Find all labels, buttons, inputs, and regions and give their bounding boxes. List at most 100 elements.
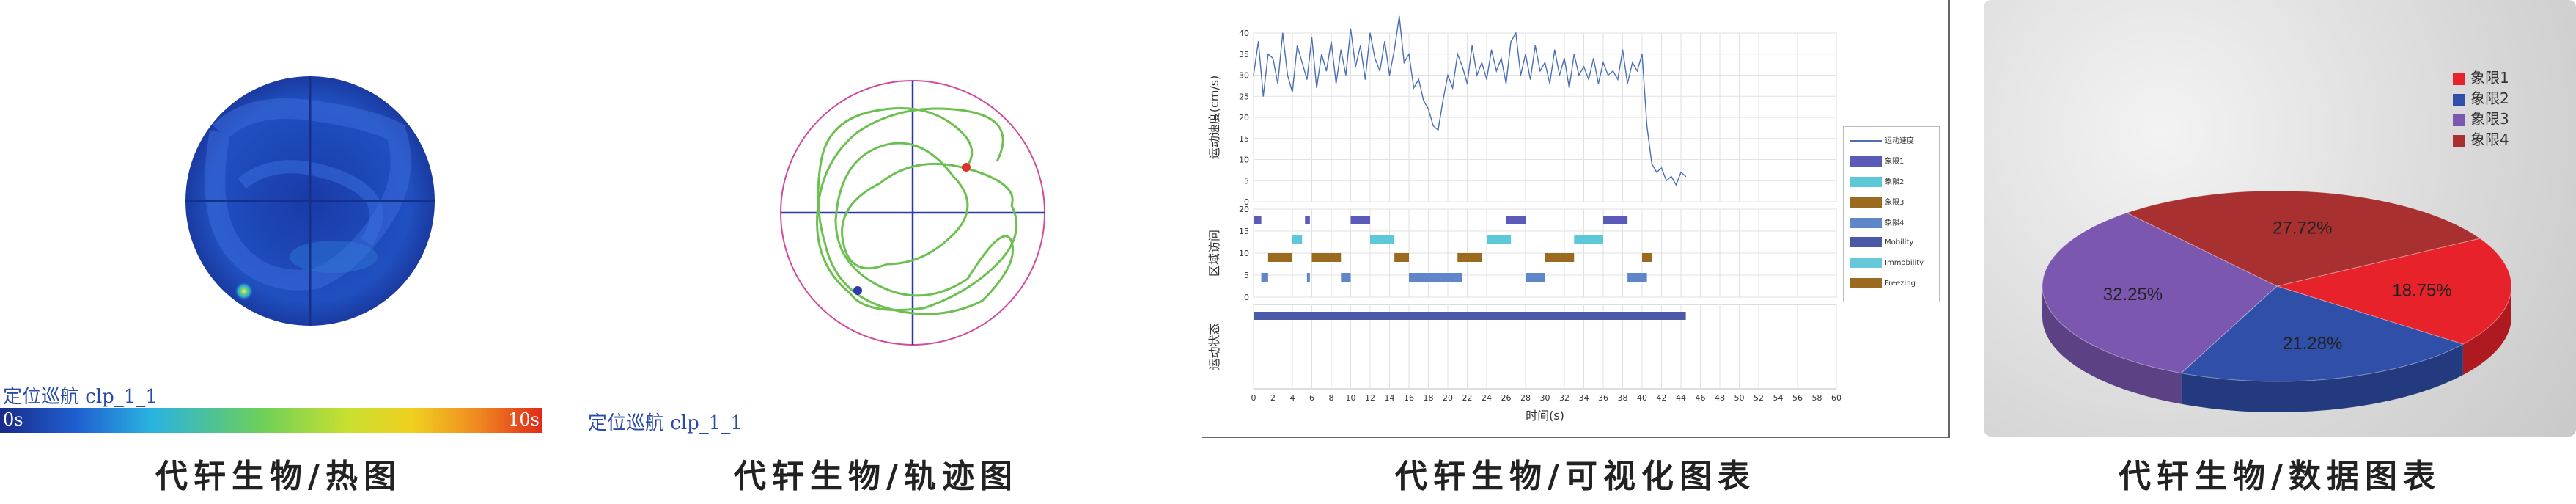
speed-tick-label: 25 [1239,92,1249,101]
zone-bar [1506,216,1526,224]
x-tick-label: 2 [1270,393,1276,403]
speed-point [1388,74,1391,76]
pie-side-象限2 [2181,344,2463,412]
legend-item: 运动速度 [1850,134,1914,145]
zone-tick-label: 20 [1239,205,1249,214]
x-tick-label: 20 [1443,393,1453,403]
x-tick-label: 36 [1598,393,1608,403]
heatmap-image [185,76,435,326]
x-tick-label: 54 [1773,393,1784,403]
x-tick-label: 58 [1812,393,1822,403]
pie-legend-item: 象限2 [2453,87,2509,107]
x-tick-label: 16 [1404,393,1414,403]
speed-point [1617,78,1619,80]
legend-item: Immobility [1850,258,1924,268]
zone-bar [1642,253,1652,262]
speed-point [1325,70,1327,72]
legend-swatch [1850,218,1882,228]
heatmap-caption: 代轩生物/热图 [155,458,402,495]
pie-legend-item: 象限4 [2453,128,2509,148]
x-tick-label: 46 [1696,393,1706,403]
speed-point [1466,83,1468,84]
speed-point [1423,100,1424,101]
speed-point [1282,32,1284,34]
x-tick-label: 12 [1365,393,1375,403]
pie-slice-象限1 [2275,238,2512,345]
x-tick-label: 44 [1676,393,1686,403]
legend-swatch [1850,140,1882,142]
time-axis-label: 时间(s) [1526,409,1564,423]
speed-point [1384,40,1385,43]
speed-point [1578,74,1580,76]
speed-point [1306,78,1308,80]
speed-tick-label: 35 [1239,50,1249,59]
legend-swatch [1850,258,1882,268]
speed-point [1632,62,1633,63]
speed-point [1471,45,1473,46]
legend-label: 象限2 [1885,178,1905,186]
zone-bar [1526,273,1545,282]
speed-tick-label: 0 [1244,197,1249,207]
speed-point [1486,78,1487,80]
x-tick-label: 24 [1482,393,1492,403]
pie-slice-象限2 [2180,285,2465,382]
x-tick-label: 0 [1251,393,1256,403]
visualization-chart-frame: 0 5 10 15 20 25 30 35 40 0 5 10 15 20 0 2 4 6 8 10 12 14 16 18 2… [1202,0,1950,438]
speed-point [1287,74,1288,76]
x-tick-label: 56 [1792,393,1803,403]
speed-point [1554,49,1556,51]
zone-bar [1311,253,1342,262]
speed-point [1627,83,1628,84]
scale-max-label: 10s [508,409,540,430]
x-tick-label: 38 [1618,393,1628,403]
heatmap-color-scale: 0s 10s [0,408,542,433]
speed-tick-label: 10 [1239,156,1249,165]
trajectory-image [780,80,1045,346]
trajectory-label: 定位巡航 clp_1_1 [588,412,743,434]
speed-point [1530,78,1531,80]
zone-bar [1292,235,1303,244]
speed-tick-label: 30 [1239,71,1249,81]
speed-point [1413,87,1415,89]
legend-item: 象限2 [1850,175,1904,187]
heatmap-panel: 定位巡航 clp_1_1 0s 10s 代轩生物/热图 [0,0,557,504]
speed-point [1369,32,1371,34]
speed-point [1583,66,1585,67]
x-tick-label: 50 [1734,393,1745,403]
speed-point [1559,74,1560,76]
x-tick-label: 10 [1346,393,1356,403]
speed-point [1432,125,1434,127]
speed-point [1622,49,1624,51]
speed-point [1491,49,1493,51]
speed-point [1301,62,1303,63]
speed-point [1597,83,1599,84]
pie-slice-象限3 [2042,212,2278,374]
zone-bar [1603,216,1628,224]
zone-bar [1409,273,1462,282]
zone-bar [1487,235,1512,244]
speed-point [1403,62,1405,63]
speed-point [1447,74,1449,76]
pie-legend-swatch [2453,73,2465,85]
speed-point [1262,95,1264,97]
state-axis-label: 运动状态 [1207,323,1221,370]
speed-point [1258,40,1259,43]
speed-point [1636,70,1638,72]
zone-bar [1545,253,1575,262]
speed-point [1253,74,1254,76]
speed-point [1660,167,1663,169]
zone-bar [1394,253,1409,262]
x-tick-label: 48 [1715,393,1725,403]
pie-slice-象限4 [2125,190,2481,287]
zone-tick-label: 0 [1244,293,1249,302]
zone-bar [1267,253,1292,262]
legend-swatch [1850,278,1882,288]
x-tick-label: 30 [1540,393,1550,403]
zone-bar [1305,216,1310,224]
zone-bar [1457,253,1482,262]
pie-legend-item: 象限1 [2453,66,2509,87]
pie-legend-swatch [2453,93,2465,106]
x-tick-label: 8 [1329,393,1334,403]
legend-swatch [1850,197,1882,208]
heatmap-label: 定位巡航 clp_1_1 [3,386,158,408]
